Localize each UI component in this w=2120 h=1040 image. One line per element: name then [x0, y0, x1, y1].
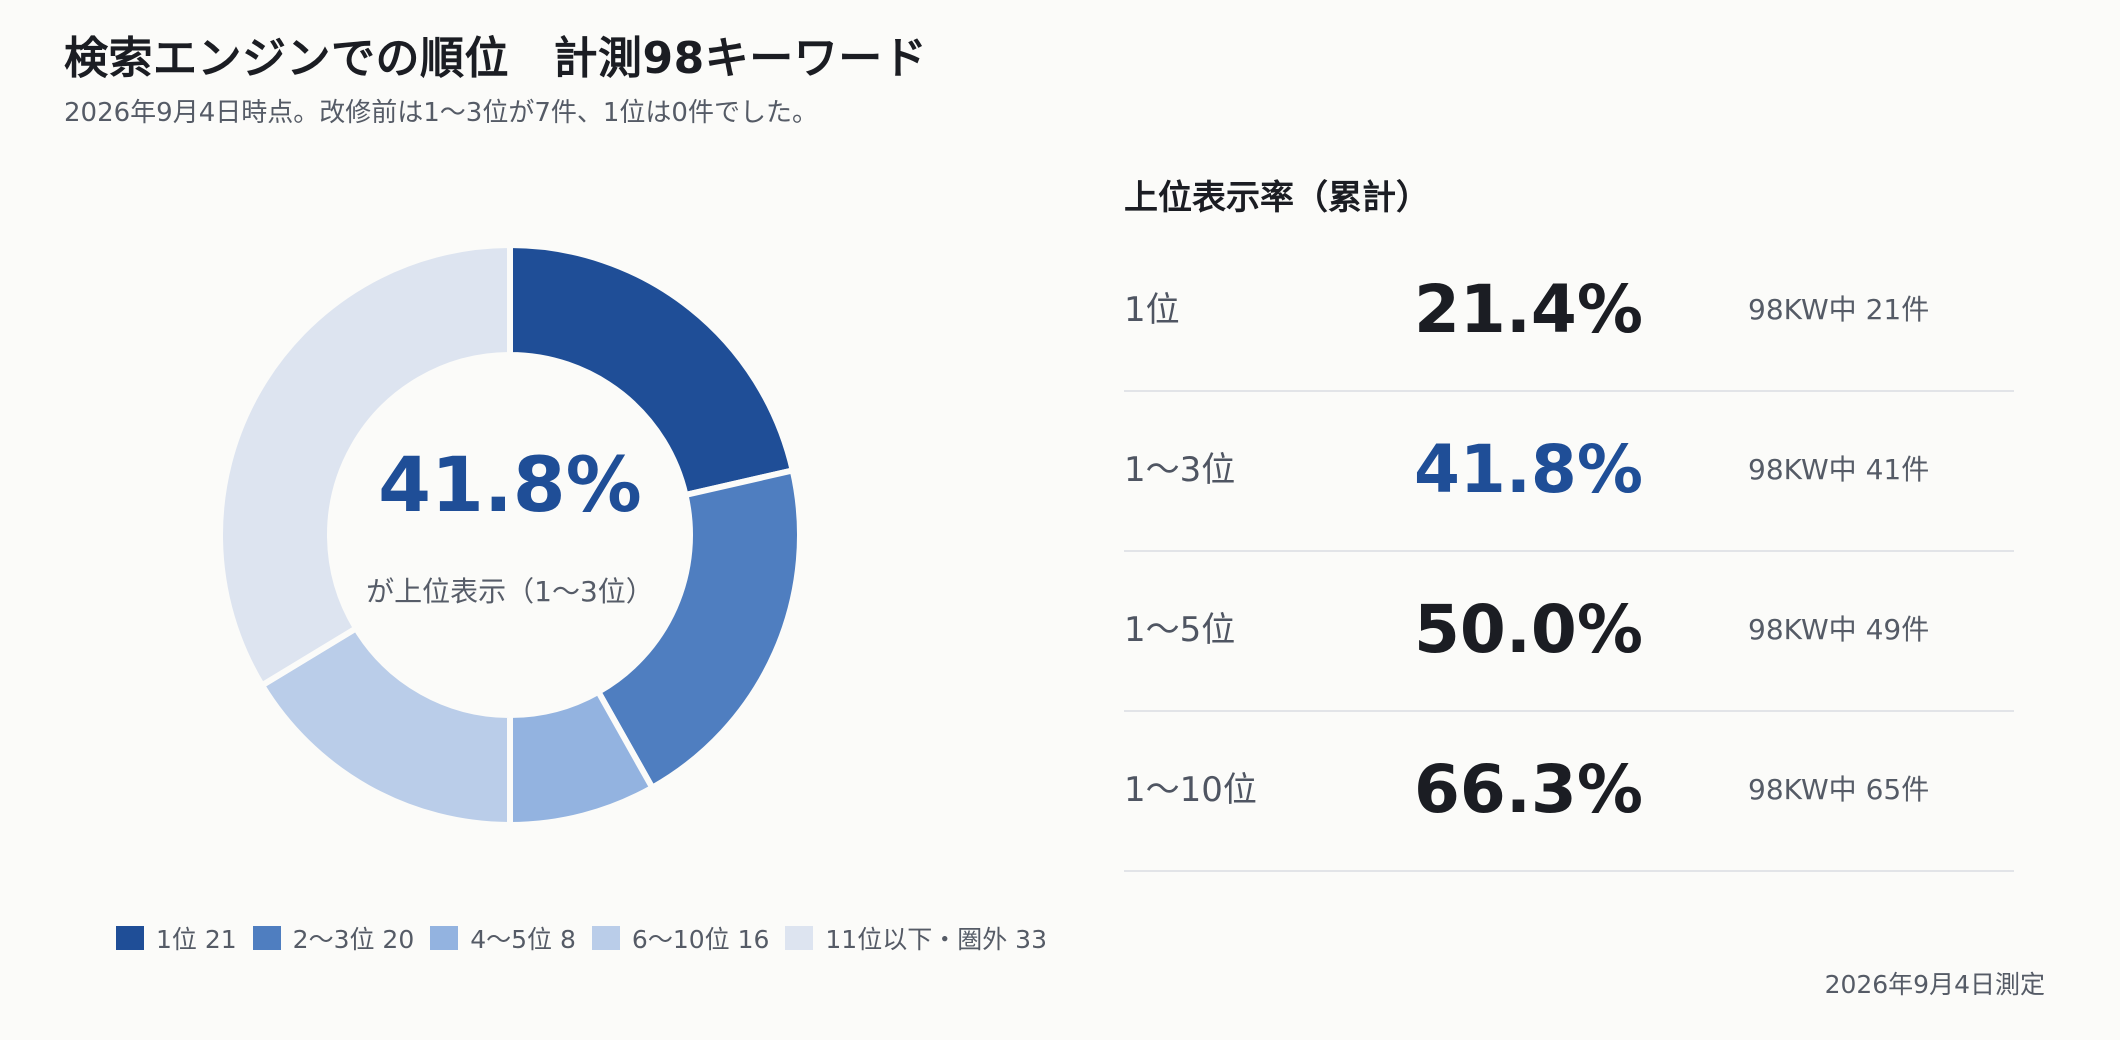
legend-swatch — [591, 926, 620, 950]
rate-label: 1〜10位 — [1124, 770, 1257, 810]
legend-label: 4〜5位 8 — [470, 925, 576, 954]
rate-row: 1〜10位 66.3% 98KW中 65件 — [1124, 710, 2014, 872]
rate-count: 98KW中 65件 — [1748, 773, 1930, 806]
rate-row: 1〜3位 41.8% 98KW中 41件 — [1124, 390, 2014, 552]
page-subtitle: 2026年9月4日時点。改修前は1〜3位が7件、1位は0件でした。 — [64, 98, 818, 128]
legend-item-rank-1: 1位 21 — [116, 920, 237, 956]
rate-row: 1位 21.4% 98KW中 21件 — [1124, 230, 2014, 392]
legend-swatch — [116, 926, 144, 950]
legend-item-rank-6-10: 6〜10位 16 — [591, 920, 770, 956]
rate-label: 1〜5位 — [1124, 610, 1236, 650]
legend-label: 1位 21 — [156, 925, 237, 954]
rate-count: 98KW中 41件 — [1748, 453, 1930, 486]
donut-center-value: 41.8% — [378, 440, 642, 529]
rate-percentage: 21.4% — [1414, 271, 1643, 348]
rate-percentage: 41.8% — [1414, 431, 1643, 508]
rate-label: 1〜3位 — [1124, 450, 1236, 490]
legend-swatch — [430, 926, 459, 950]
legend-swatch — [785, 926, 814, 950]
legend-item-rank-4-5: 4〜5位 8 — [430, 920, 576, 956]
rate-count: 98KW中 49件 — [1748, 613, 1930, 646]
legend-label: 2〜3位 20 — [292, 925, 415, 954]
legend-item-rank-2-3: 2〜3位 20 — [252, 920, 415, 956]
donut-slice-2 — [594, 466, 803, 792]
legend-label: 6〜10位 16 — [631, 925, 770, 954]
page-title: 検索エンジンでの順位 計測98キーワード — [64, 33, 928, 84]
rate-percentage: 50.0% — [1414, 591, 1643, 668]
chart-legend: 1位 21 2〜3位 20 4〜5位 8 6〜10位 16 11位以下・圏外 3… — [116, 920, 1047, 956]
donut-slice-5 — [217, 241, 513, 690]
legend-label: 11位以下・圏外 33 — [825, 925, 1047, 954]
rates-title: 上位表示率（累計） — [1124, 178, 1430, 218]
rate-count: 98KW中 21件 — [1748, 293, 1930, 326]
donut-center-label: が上位表示（1〜3位） — [366, 575, 654, 608]
rate-label: 1位 — [1124, 290, 1180, 330]
legend-item-rank-11-plus: 11位以下・圏外 33 — [785, 920, 1047, 956]
rate-percentage: 66.3% — [1414, 751, 1643, 828]
measurement-date: 2026年9月4日測定 — [1824, 970, 2045, 999]
donut-slice-1 — [507, 241, 797, 499]
legend-swatch — [252, 926, 281, 950]
rate-row: 1〜5位 50.0% 98KW中 49件 — [1124, 550, 2014, 712]
donut-chart — [217, 241, 803, 829]
